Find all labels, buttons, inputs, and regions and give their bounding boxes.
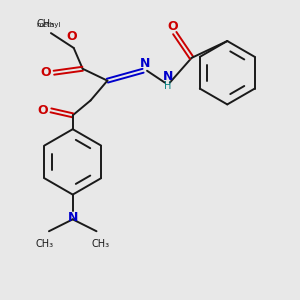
Text: O: O xyxy=(41,66,51,79)
Text: methyl: methyl xyxy=(37,22,61,28)
Text: O: O xyxy=(66,30,77,43)
Text: N: N xyxy=(68,211,78,224)
Text: CH₃: CH₃ xyxy=(92,239,110,249)
Text: N: N xyxy=(140,57,150,70)
Text: H: H xyxy=(164,81,172,91)
Text: CH₃: CH₃ xyxy=(37,19,55,29)
Text: O: O xyxy=(38,104,48,117)
Text: O: O xyxy=(167,20,178,33)
Text: CH₃: CH₃ xyxy=(36,239,54,249)
Text: N: N xyxy=(163,70,173,83)
